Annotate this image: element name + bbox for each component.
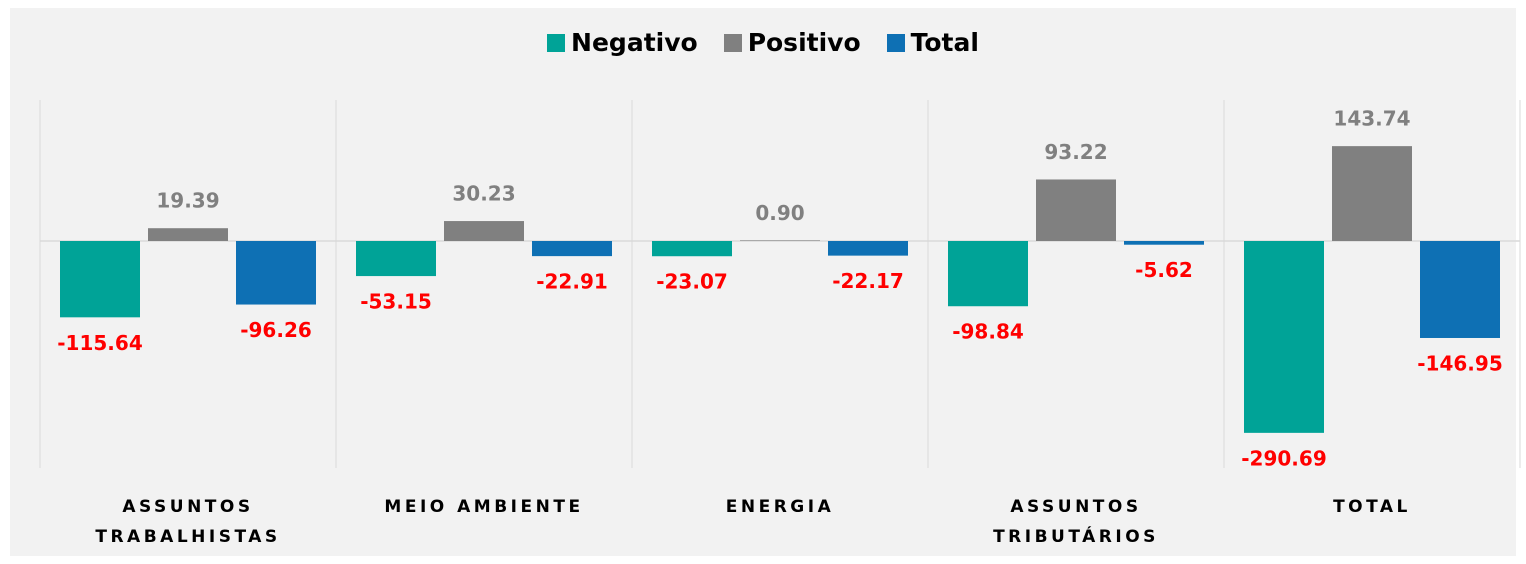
category-label-box: MEIO AMBIENTE xyxy=(336,492,632,522)
bar xyxy=(1124,241,1204,245)
value-label: 143.74 xyxy=(1333,107,1410,131)
value-label: -146.95 xyxy=(1417,351,1502,375)
x-tick-label: TOTAL xyxy=(1333,497,1411,517)
value-label: -290.69 xyxy=(1241,446,1326,470)
x-tick-label: ENERGIA xyxy=(725,497,835,517)
legend-item: Positivo xyxy=(723,28,861,57)
legend: Negativo Positivo Total xyxy=(0,28,1526,57)
value-label: 93.22 xyxy=(1044,140,1107,164)
x-tick-label: MEIO AMBIENTE xyxy=(384,497,584,517)
bar xyxy=(1420,241,1500,338)
bar xyxy=(148,228,228,241)
bar xyxy=(1332,146,1412,241)
legend-label: Positivo xyxy=(747,28,861,57)
bar xyxy=(236,241,316,305)
legend-swatch xyxy=(886,33,905,52)
bar xyxy=(1036,179,1116,241)
bar xyxy=(1244,241,1324,433)
value-label: -22.17 xyxy=(832,269,904,293)
bar xyxy=(652,241,732,257)
legend-label: Total xyxy=(910,28,979,57)
bar xyxy=(356,241,436,277)
legend-item: Total xyxy=(886,28,979,57)
bar xyxy=(948,241,1028,307)
value-label: -53.15 xyxy=(360,290,432,314)
legend-label: Negativo xyxy=(571,28,698,57)
value-label: 30.23 xyxy=(452,182,515,206)
category-label-box: ENERGIA xyxy=(632,492,928,522)
value-label: 0.90 xyxy=(755,201,804,225)
category-label-box: ASSUNTOS TRABALHISTAS xyxy=(40,492,336,552)
legend-swatch xyxy=(547,33,566,52)
value-label: -23.07 xyxy=(656,270,728,294)
bar xyxy=(444,221,524,241)
value-label: -98.84 xyxy=(952,320,1024,344)
value-label: -115.64 xyxy=(57,331,142,355)
bar xyxy=(828,241,908,256)
category-label-box: TOTAL xyxy=(1224,492,1520,522)
legend-item: Negativo xyxy=(547,28,698,57)
value-label: 19.39 xyxy=(156,189,219,213)
bar xyxy=(532,241,612,257)
x-tick-label: ASSUNTOS TRIBUTÁRIOS xyxy=(993,497,1159,547)
legend-swatch xyxy=(723,33,742,52)
value-label: -22.91 xyxy=(536,270,608,294)
x-tick-label: ASSUNTOS TRABALHISTAS xyxy=(95,497,281,547)
bar xyxy=(60,241,140,318)
value-label: -5.62 xyxy=(1135,258,1193,282)
category-label-box: ASSUNTOS TRIBUTÁRIOS xyxy=(928,492,1224,552)
value-label: -96.26 xyxy=(240,318,312,342)
bar xyxy=(740,240,820,241)
